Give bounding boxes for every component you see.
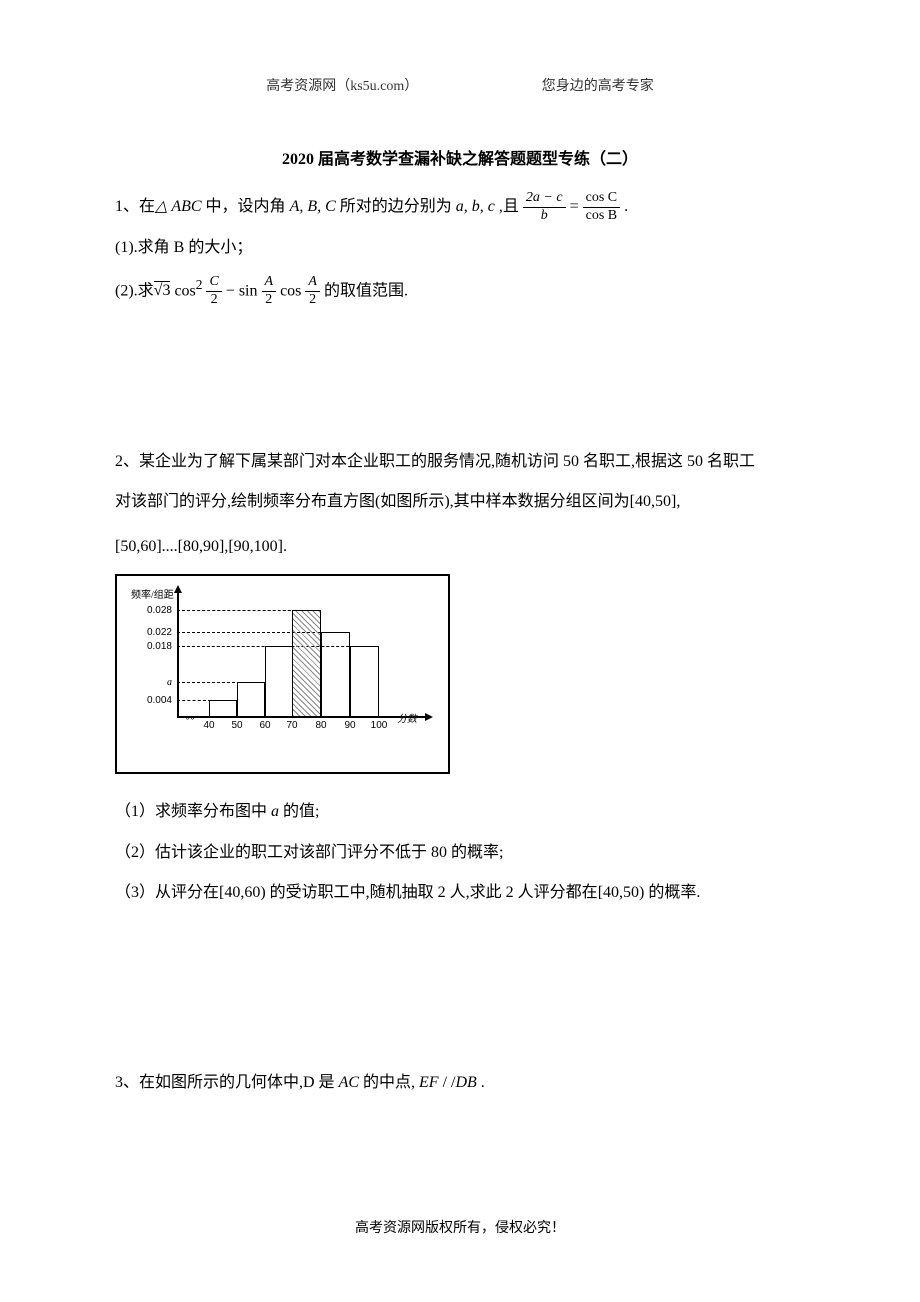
q1-frac-a1-num: A <box>262 274 277 292</box>
gap1 <box>115 314 805 444</box>
q1-sub2-suffix: 的取值范围. <box>320 282 408 299</box>
q3-pre: 3、在如图所示的几何体中,D 是 <box>115 1074 339 1091</box>
q1-frac1-den: b <box>523 208 566 225</box>
q2-int3: [80,90] <box>178 538 225 555</box>
document-title: 2020 届高考数学查漏补缺之解答题题型专练（二） <box>115 145 805 169</box>
gap2 <box>115 915 805 1065</box>
q1-angles: A, B, C <box>290 198 336 215</box>
q1-text2: 所对的边分别为 <box>336 198 456 215</box>
q2-int1: [40,50] <box>630 493 677 510</box>
header-left: 高考资源网（ks5u.com） <box>266 75 418 95</box>
q3-ac: AC <box>339 1074 359 1091</box>
q1-prefix: 1、在 <box>115 198 155 215</box>
q2-line2-pre: 对该部门的评分,绘制频率分布直方图(如图所示),其中样本数据分组区间为 <box>115 493 630 510</box>
q2-sub1-suf: 的值; <box>279 803 319 820</box>
q1-frac2-num: cos C <box>583 190 621 208</box>
q1-sqrt: √3 <box>154 281 171 299</box>
q1-frac-a2: A2 <box>305 274 320 309</box>
q1-frac-c-num: C <box>206 274 221 292</box>
q3-db: DB <box>455 1074 476 1091</box>
q1-period: . <box>620 198 628 215</box>
q1-sqrt-val: √3 <box>154 281 171 299</box>
q2-dots: .... <box>162 538 178 555</box>
q2-sub1-var: a <box>271 803 279 820</box>
q1-sides: a, b, c <box>456 198 495 215</box>
q3-line: 3、在如图所示的几何体中,D 是 AC 的中点, EF / /DB . <box>115 1065 805 1100</box>
q2-sub2: （2）估计该企业的职工对该部门评分不低于 80 的概率; <box>115 835 805 870</box>
header-right: 您身边的高考专家 <box>542 75 654 95</box>
q1-frac1: 2a − cb <box>523 190 566 225</box>
q2-line1: 2、某企业为了解下属某部门对本企业职工的服务情况,随机访问 50 名职工,根据这… <box>115 444 805 479</box>
q2-sub3-int2: [40,50) <box>598 884 645 901</box>
q3-mid: 的中点, <box>359 1074 419 1091</box>
q1-frac-c: C2 <box>206 274 221 309</box>
q2-int4: [90,100] <box>228 538 283 555</box>
q2-sub1-pre: （1）求频率分布图中 <box>115 803 271 820</box>
q1-eq: = <box>566 198 583 215</box>
q2-sub3-int1: [40,60) <box>219 884 266 901</box>
q2-comma1: , <box>676 493 680 510</box>
y-axis-label: 频率/组距 <box>131 586 174 601</box>
q1-cos-text: cos <box>276 282 305 299</box>
q2-sub3-pre: （3）从评分在 <box>115 884 219 901</box>
q1-minus: − sin <box>222 282 262 299</box>
q2-line2: 对该部门的评分,绘制频率分布直方图(如图所示),其中样本数据分组区间为[40,5… <box>115 484 805 519</box>
chart-inner: 频率/组距 分数 〰0.0280.0220.018a0.004405060708… <box>129 588 436 760</box>
q1-frac2: cos Ccos B <box>583 190 621 225</box>
q1-sub2-prefix: (2).求 <box>115 282 154 299</box>
q1-sub1: (1).求角 B 的大小； <box>115 230 805 265</box>
q1-frac-c-den: 2 <box>206 292 221 309</box>
q2-period: . <box>283 538 287 555</box>
q1-frac-a2-den: 2 <box>305 292 320 309</box>
q3-ef: EF <box>419 1074 439 1091</box>
q2-sub3-mid: 的受访职工中,随机抽取 2 人,求此 2 人评分都在 <box>266 884 598 901</box>
q1-sub2: (2).求√3 cos2 C2 − sin A2 cos A2 的取值范围. <box>115 270 805 309</box>
q3-suf: . <box>477 1074 485 1091</box>
page-footer: 高考资源网版权所有，侵权必究！ <box>0 1217 920 1237</box>
q2-sub3-suf: 的概率. <box>644 884 700 901</box>
q1-frac-a2-num: A <box>305 274 320 292</box>
q1-text1: 中，设内角 <box>202 198 290 215</box>
q1-text3: ,且 <box>495 198 523 215</box>
x-axis-label: 分数 <box>397 710 417 725</box>
content-area: 2020 届高考数学查漏补缺之解答题题型专练（二） 1、在△ ABC 中，设内角… <box>0 95 920 1100</box>
q3-par: / / <box>439 1074 456 1091</box>
q1-cos2: cos <box>170 282 195 299</box>
q2-int2: [50,60] <box>115 538 162 555</box>
q1-sup2: 2 <box>196 277 203 292</box>
q1-frac2-den: cos B <box>583 208 621 225</box>
q1-triangle: △ ABC <box>155 198 202 215</box>
q1-frac1-num: 2a − c <box>523 190 566 208</box>
q1-frac-a1: A2 <box>262 274 277 309</box>
q2-sub3: （3）从评分在[40,60) 的受访职工中,随机抽取 2 人,求此 2 人评分都… <box>115 875 805 910</box>
q1-line1: 1、在△ ABC 中，设内角 A, B, C 所对的边分别为 a, b, c ,… <box>115 189 805 225</box>
histogram-chart: 频率/组距 分数 〰0.0280.0220.018a0.004405060708… <box>115 574 450 774</box>
q1-frac-a1-den: 2 <box>262 292 277 309</box>
page-header: 高考资源网（ks5u.com） 您身边的高考专家 <box>0 0 920 95</box>
q2-sub1: （1）求频率分布图中 a 的值; <box>115 794 805 829</box>
q2-line3: [50,60]....[80,90],[90,100]. <box>115 529 805 564</box>
